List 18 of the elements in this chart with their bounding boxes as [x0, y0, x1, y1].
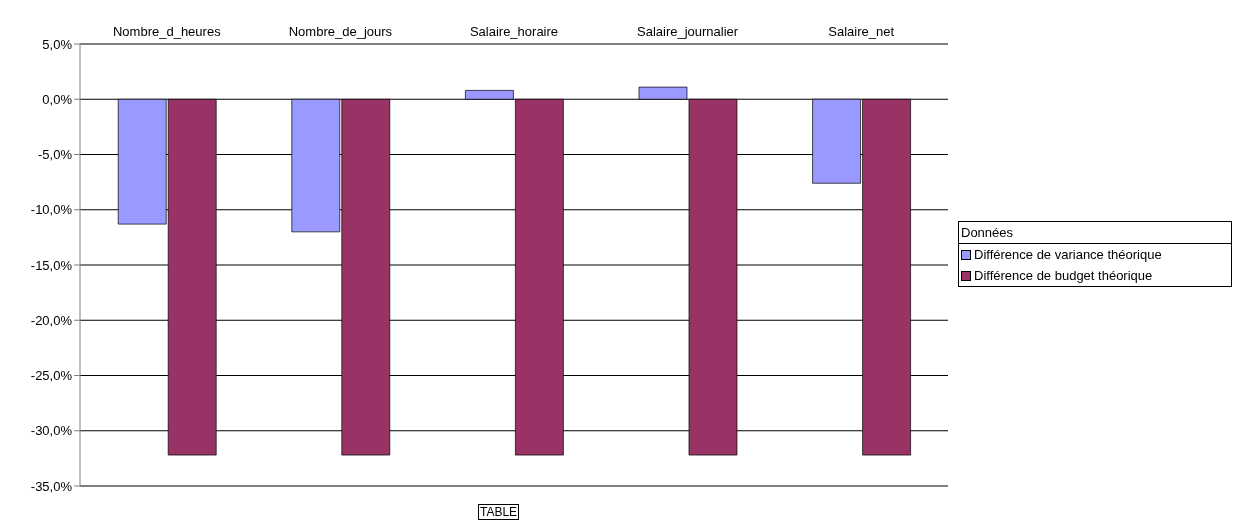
x-tick-label: Salaire_journalier	[637, 24, 739, 39]
x-tick-label: Nombre_de_jours	[288, 24, 393, 39]
legend-label: Différence de budget théorique	[973, 267, 1154, 285]
y-tick-label: -25,0%	[30, 368, 73, 384]
x-tick-label: Salaire_horaire	[469, 24, 559, 39]
y-tick-label: 0,0%	[42, 91, 73, 107]
y-tick-label: -5,0%	[38, 147, 73, 163]
x-tick-label: Nombre_d_heures	[112, 24, 222, 39]
y-tick-label: 5,0%	[42, 36, 73, 52]
legend-label: Différence de variance théorique	[973, 246, 1163, 264]
x-tick-label: Salaire_net	[828, 24, 895, 39]
y-tick-label: -10,0%	[30, 202, 73, 218]
legend-title: Données	[959, 222, 1231, 244]
y-tick-label: -30,0%	[30, 423, 73, 439]
y-tick-label: -35,0%	[30, 478, 73, 494]
y-tick-label: -15,0%	[30, 257, 73, 273]
text: TABLE	[478, 504, 520, 520]
y-tick-label: -20,0%	[30, 312, 73, 328]
